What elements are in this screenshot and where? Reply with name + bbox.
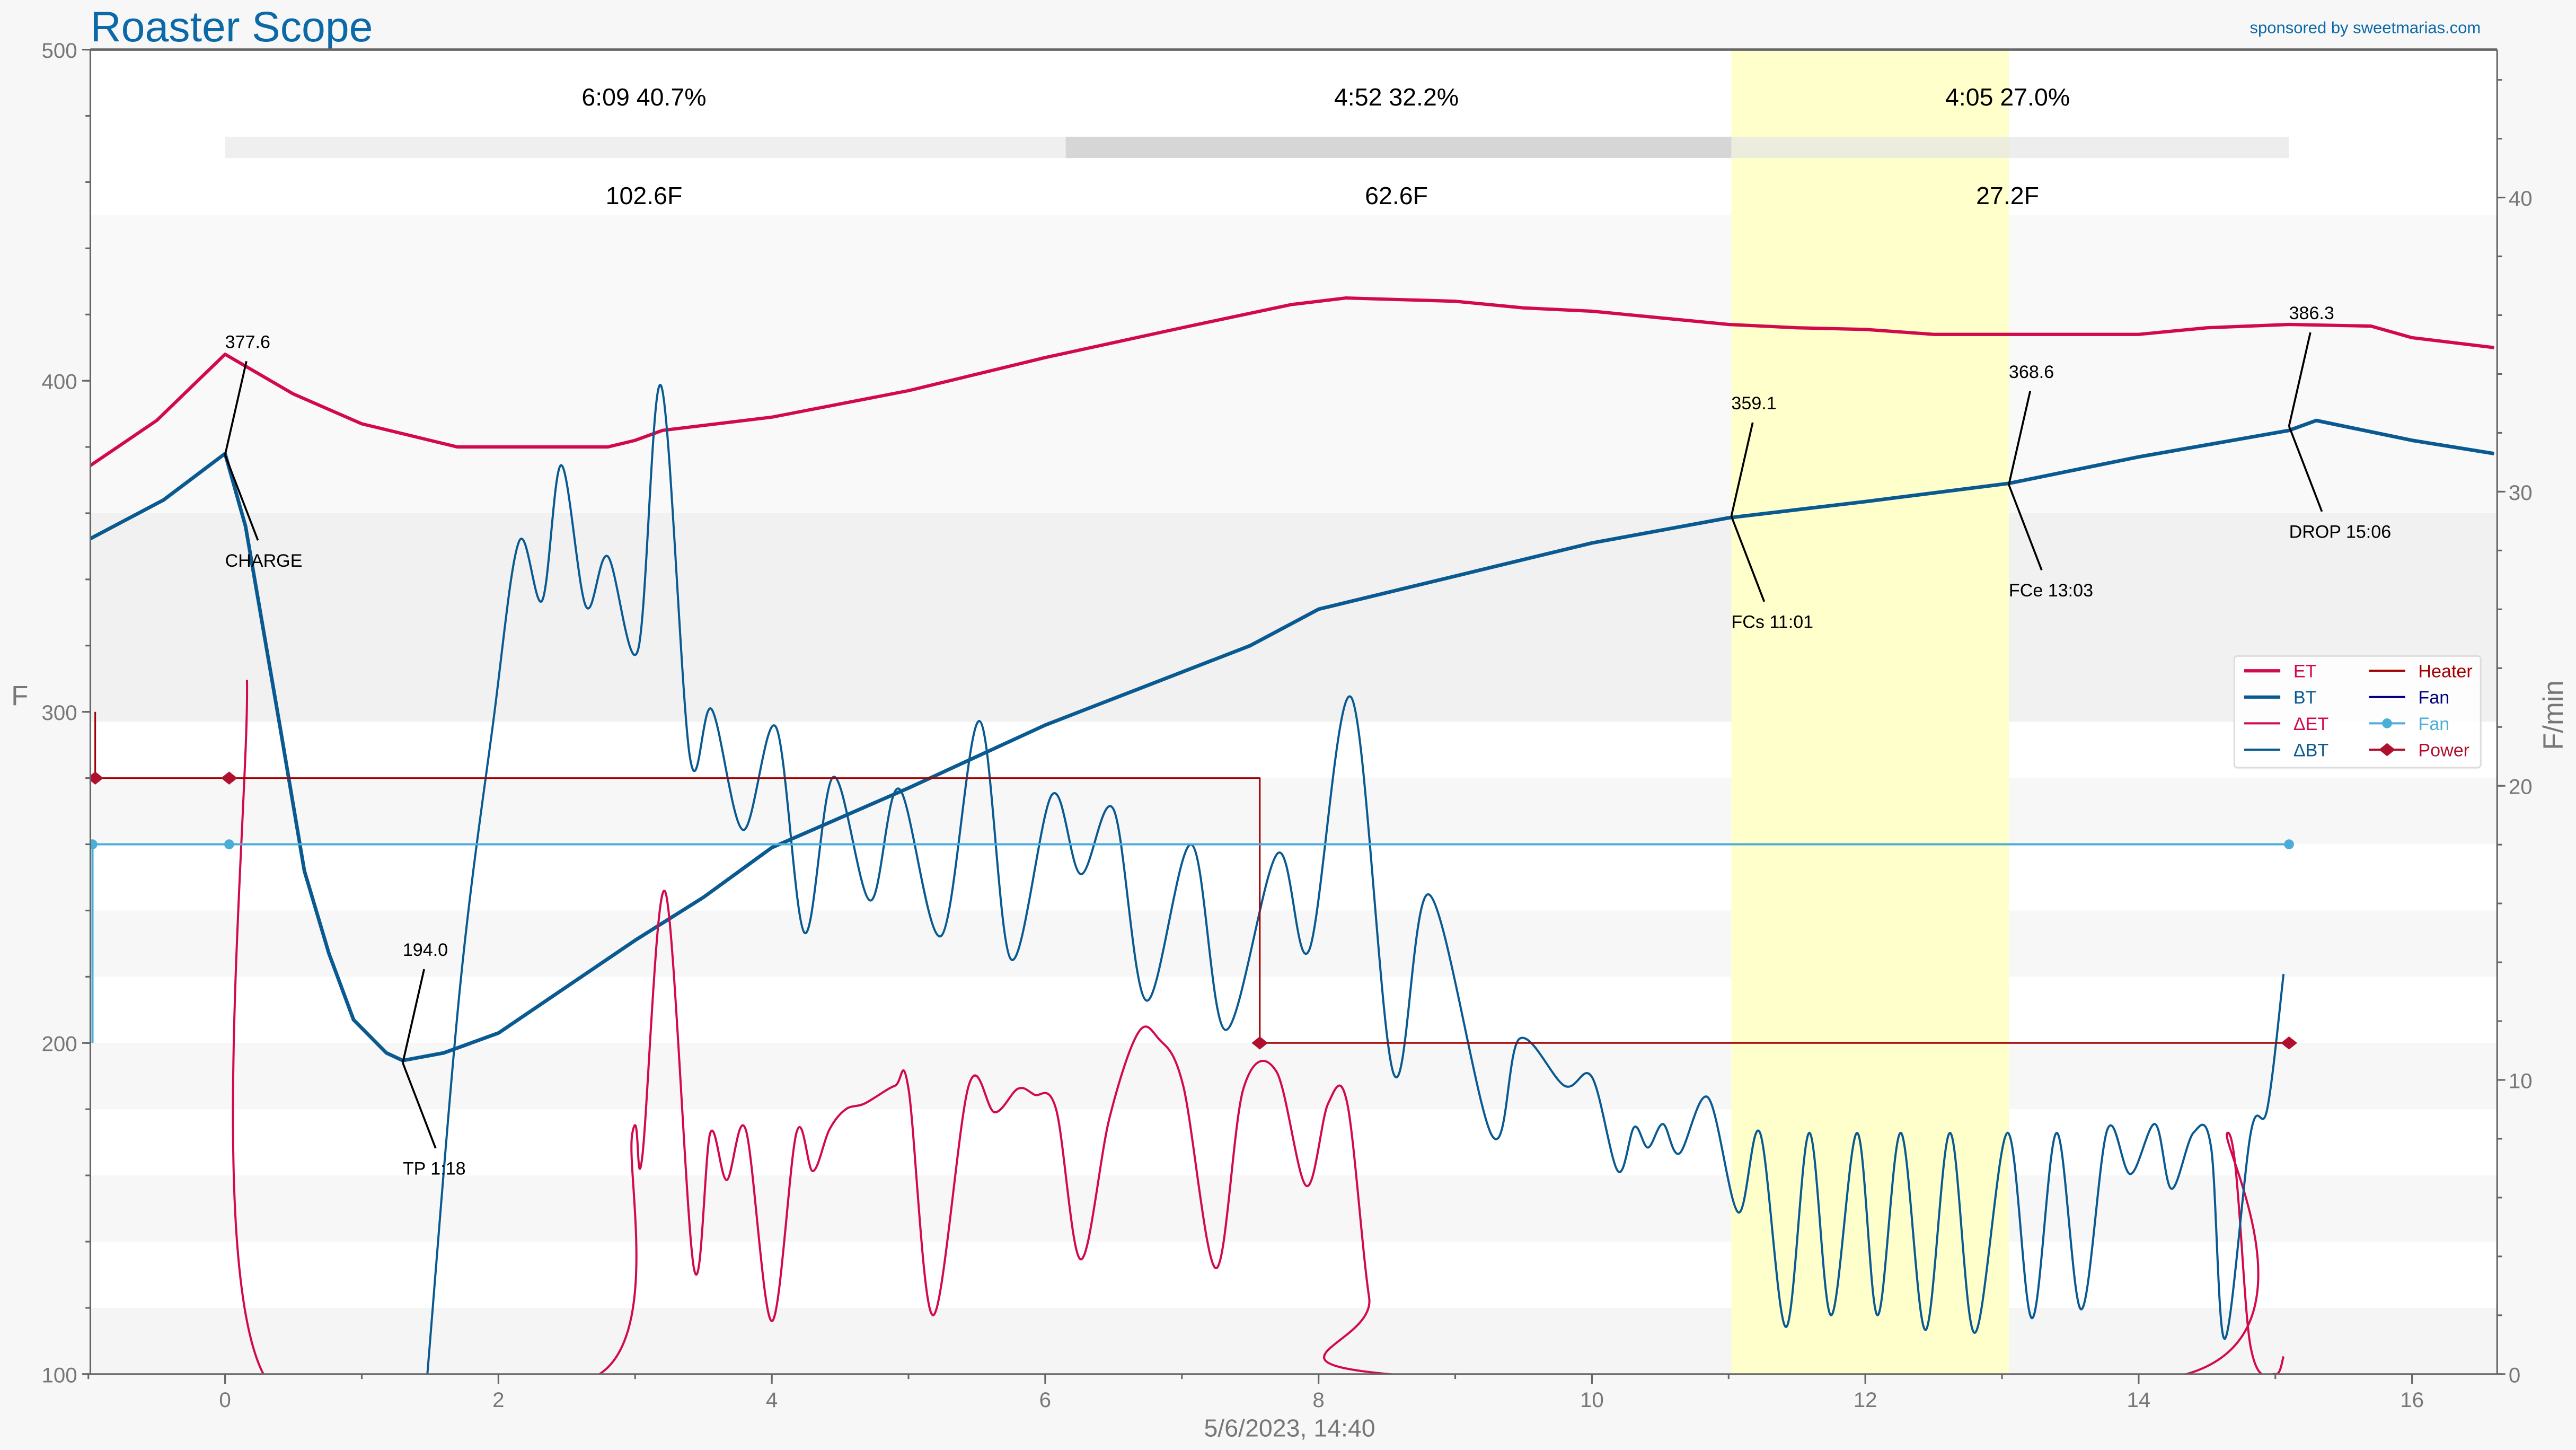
background-bands — [90, 215, 2498, 1374]
first-crack-band — [1731, 49, 2009, 1374]
annotation-event: DROP 15:06 — [2289, 522, 2392, 542]
phase-3-rise: 27.2F — [1976, 182, 2039, 209]
fan-marker — [2284, 839, 2294, 849]
delta-et-line — [232, 680, 2285, 1374]
power-marker — [90, 771, 104, 785]
fan-marker — [224, 839, 234, 849]
y2-tick-label: 20 — [2509, 775, 2533, 799]
x-axis-label: 5/6/2023, 14:40 — [1204, 1414, 1375, 1442]
annotation-leader — [2288, 426, 2323, 512]
annotation-leader — [2288, 332, 2312, 427]
y2-axis-label: F/min — [2538, 680, 2569, 750]
sponsor-link[interactable]: sponsored by sweetmarias.com — [2250, 19, 2481, 37]
annotation-event: CHARGE — [225, 551, 303, 571]
annotation-event: FCe 13:03 — [2009, 581, 2093, 601]
phase-1-rise: 102.6F — [606, 182, 683, 209]
annotation-value: 386.3 — [2289, 303, 2334, 323]
app-title: Roaster Scope — [90, 3, 373, 51]
annotation-leader — [2008, 484, 2043, 571]
x-tick-label: 14 — [2127, 1388, 2151, 1412]
y2-tick-label: 40 — [2509, 187, 2533, 210]
annotation-leader — [1730, 515, 1766, 602]
annotation-event: TP 1:18 — [403, 1158, 466, 1179]
y-tick-label: 300 — [41, 701, 77, 725]
y-tick-label: 400 — [41, 370, 77, 394]
annotation-leader — [1730, 422, 1754, 517]
bt-line — [90, 418, 2494, 1062]
x-tick-label: 12 — [1854, 1388, 1877, 1412]
background-band — [90, 1175, 2498, 1242]
x-tick-label: 4 — [766, 1388, 778, 1412]
y2-tick-label: 30 — [2509, 481, 2533, 505]
background-band — [90, 1043, 2498, 1110]
phase-2-time: 4:52 32.2% — [1334, 83, 1459, 111]
phase-1-time: 6:09 40.7% — [581, 83, 706, 111]
legend[interactable]: ET BT ΔET ΔBT Heater Fan Fan Power — [2233, 655, 2482, 769]
event-annotations: 377.6 CHARGE 194.0 TP 1:18 359.1 FCs 11:01 368… — [224, 303, 2392, 1179]
phase-bar-2 — [1065, 136, 1732, 159]
y-tick-label: 200 — [41, 1032, 77, 1056]
legend-label[interactable]: ΔBT — [2293, 740, 2328, 760]
delta-bt-line — [426, 384, 2285, 1374]
annotation-value: 368.6 — [2009, 362, 2054, 382]
legend-label[interactable]: BT — [2293, 688, 2317, 708]
annotation-value: 194.0 — [403, 940, 448, 960]
x-tick-label: 10 — [1580, 1388, 1604, 1412]
annotation-leader — [224, 454, 259, 541]
annotation-leader — [224, 361, 248, 455]
annotation-leader — [402, 1062, 437, 1149]
legend-label[interactable]: Heater — [2418, 662, 2472, 682]
annotation-leader — [2008, 391, 2032, 485]
legend-box — [2233, 655, 2482, 769]
legend-dot-icon — [2382, 718, 2392, 728]
x-tick-label: 6 — [1039, 1388, 1051, 1412]
phase-2-rise: 62.6F — [1365, 182, 1428, 209]
power-marker — [1251, 1036, 1268, 1050]
phase-bar-1 — [225, 136, 1066, 159]
background-band — [90, 1307, 2498, 1374]
background-band — [90, 513, 2498, 722]
series-layer — [90, 296, 2494, 1374]
x-tick-label: 8 — [1312, 1388, 1324, 1412]
phase-bar-3 — [1731, 136, 2289, 159]
y2-tick-label: 10 — [2509, 1069, 2533, 1093]
power-marker — [220, 771, 237, 785]
x-tick-label: 16 — [2400, 1388, 2424, 1412]
phase-labels: 6:09 40.7% 4:52 32.2% 4:05 27.0% 102.6F … — [581, 83, 2070, 209]
background-band — [90, 778, 2498, 845]
y-tick-label: 100 — [41, 1363, 77, 1387]
legend-label[interactable]: Fan — [2418, 714, 2449, 734]
y2-tick-label: 0 — [2509, 1363, 2520, 1387]
phase-bars — [225, 136, 2289, 159]
annotation-event: FCs 11:01 — [1731, 612, 1813, 632]
y-axis-label: F — [11, 680, 28, 711]
axes — [89, 48, 2498, 1375]
legend-label[interactable]: ΔET — [2293, 714, 2328, 734]
legend-label[interactable]: ET — [2293, 662, 2317, 682]
legend-label[interactable]: Fan — [2418, 688, 2449, 708]
annotation-leader — [402, 969, 425, 1064]
y-tick-label: 500 — [41, 39, 77, 63]
heater-line — [94, 711, 2289, 1044]
legend-label[interactable]: Power — [2418, 740, 2469, 760]
x-tick-label: 2 — [492, 1388, 504, 1412]
background-band — [90, 910, 2498, 977]
annotation-value: 377.6 — [225, 332, 270, 353]
background-band — [90, 215, 2498, 513]
et-line — [90, 296, 2494, 468]
x-tick-label: 0 — [219, 1388, 231, 1412]
annotation-value: 359.1 — [1731, 393, 1776, 414]
phase-3-time: 4:05 27.0% — [1945, 83, 2070, 111]
fan-marker — [90, 839, 98, 849]
